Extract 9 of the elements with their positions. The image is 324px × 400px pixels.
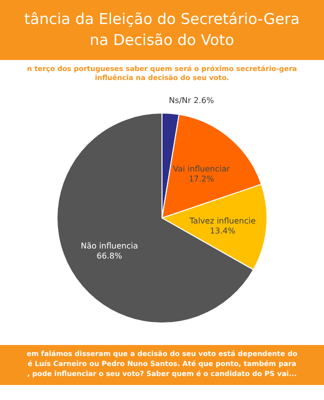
data-label: 17.2% — [188, 174, 215, 184]
slice-label: Ns/Nr — [168, 96, 192, 105]
chart-title: tância da Eleição do Secretário-Gera na Decisão do Voto — [24, 10, 300, 49]
slice-label: Vai influenciar — [173, 164, 230, 174]
slice-label: Talvez influencie — [188, 216, 256, 226]
data-label: 2.6% — [194, 96, 214, 105]
data-label: 13.4% — [210, 226, 236, 236]
data-label: 66.8% — [96, 252, 122, 261]
slice-label: Não influencia — [80, 242, 138, 251]
